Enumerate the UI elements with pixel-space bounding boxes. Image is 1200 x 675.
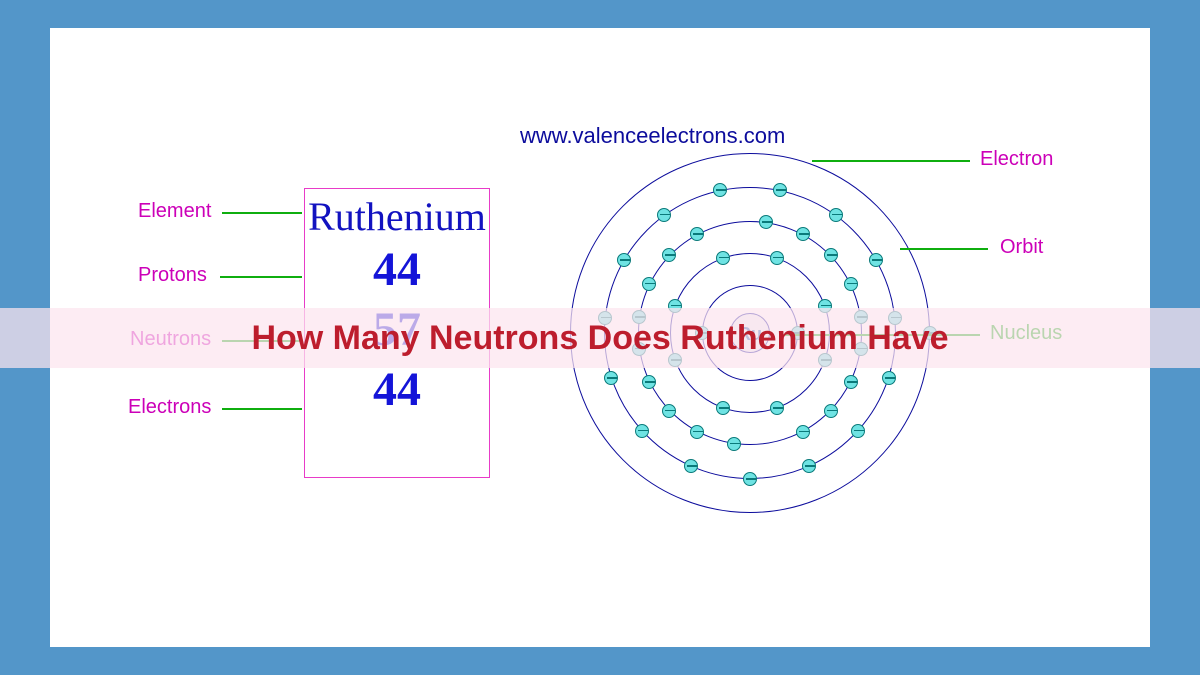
leader-electron [812, 160, 970, 162]
leader-orbit [900, 248, 988, 250]
protons-value: 44 [305, 240, 489, 300]
label-electrons: Electrons [128, 396, 211, 419]
leader-element [222, 212, 302, 214]
label-electron-right: Electron [980, 148, 1053, 171]
label-orbit: Orbit [1000, 236, 1043, 259]
page-title: How Many Neutrons Does Ruthenium Have [251, 319, 948, 358]
label-element: Element [138, 200, 211, 223]
label-protons: Protons [138, 264, 207, 287]
element-name: Ruthenium [305, 193, 489, 240]
leader-protons [220, 276, 302, 278]
outer-frame: www.valenceelectrons.com Element Protons… [0, 0, 1200, 675]
title-band: How Many Neutrons Does Ruthenium Have [0, 308, 1200, 368]
electrons-value: 44 [305, 360, 489, 420]
leader-electrons [222, 408, 302, 410]
